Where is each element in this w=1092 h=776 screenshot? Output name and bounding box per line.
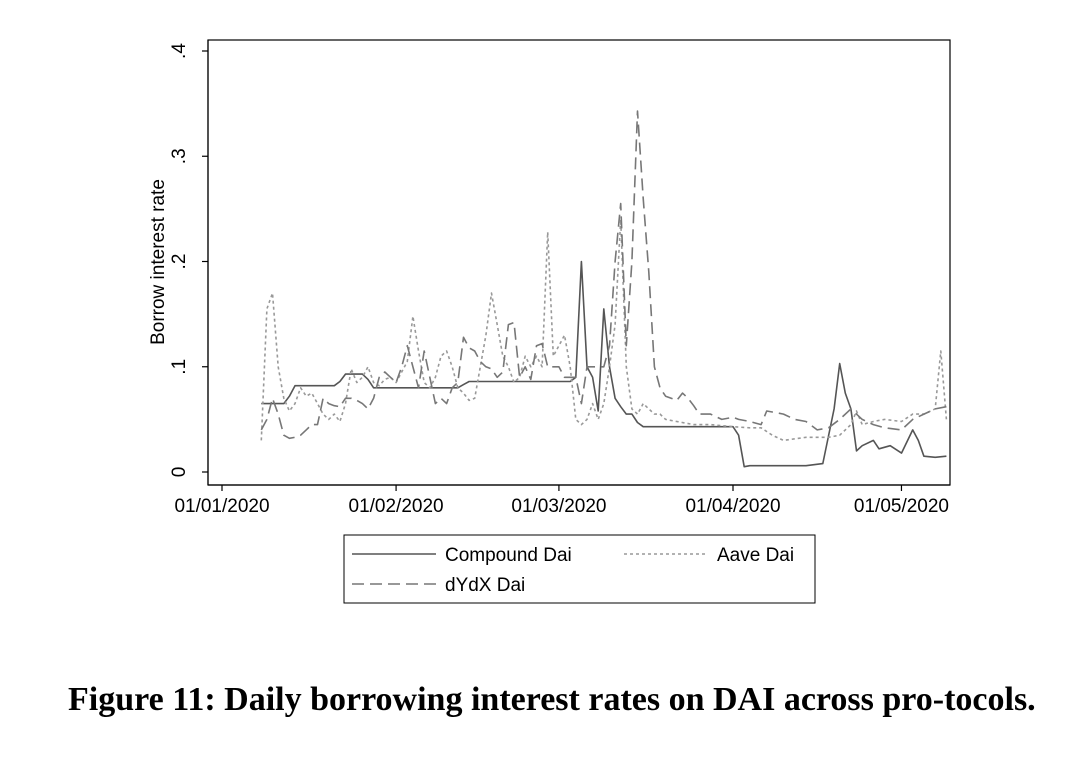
y-tick-label: .2 [169,254,190,270]
x-tick-label: 01/03/2020 [511,496,606,517]
y-tick-label: 0 [169,467,190,478]
y-tick-label: .1 [169,359,190,375]
series-line-aave-dai [260,218,948,442]
x-tick-label: 01/04/2020 [685,496,780,517]
series-line-dydx-dai [260,110,947,440]
legend-label-dydx: dYdX Dai [445,575,525,596]
x-tick-label: 01/01/2020 [174,496,269,517]
x-tick-label: 01/05/2020 [854,496,949,517]
figure-caption: Figure 11: Daily borrowing interest rate… [68,681,1036,718]
series-line-compound-dai [261,260,947,468]
legend-label-compound: Compound Dai [445,545,572,566]
x-tick-label: 01/02/2020 [349,496,444,517]
y-tick-label: .4 [169,43,190,59]
y-axis-label: Borrow interest rate [148,179,169,345]
legend-label-aave: Aave Dai [717,545,794,566]
series-layer [260,110,948,468]
legend-box [343,534,816,604]
legend: Compound Dai Aave Dai dYdX Dai [343,534,816,604]
y-tick-label: .3 [169,148,190,164]
x-axis-ticks: 01/01/2020 01/02/2020 01/03/2020 01/04/2020… [174,485,949,517]
y-axis-ticks: 0 .1 .2 .3 .4 [169,43,208,478]
